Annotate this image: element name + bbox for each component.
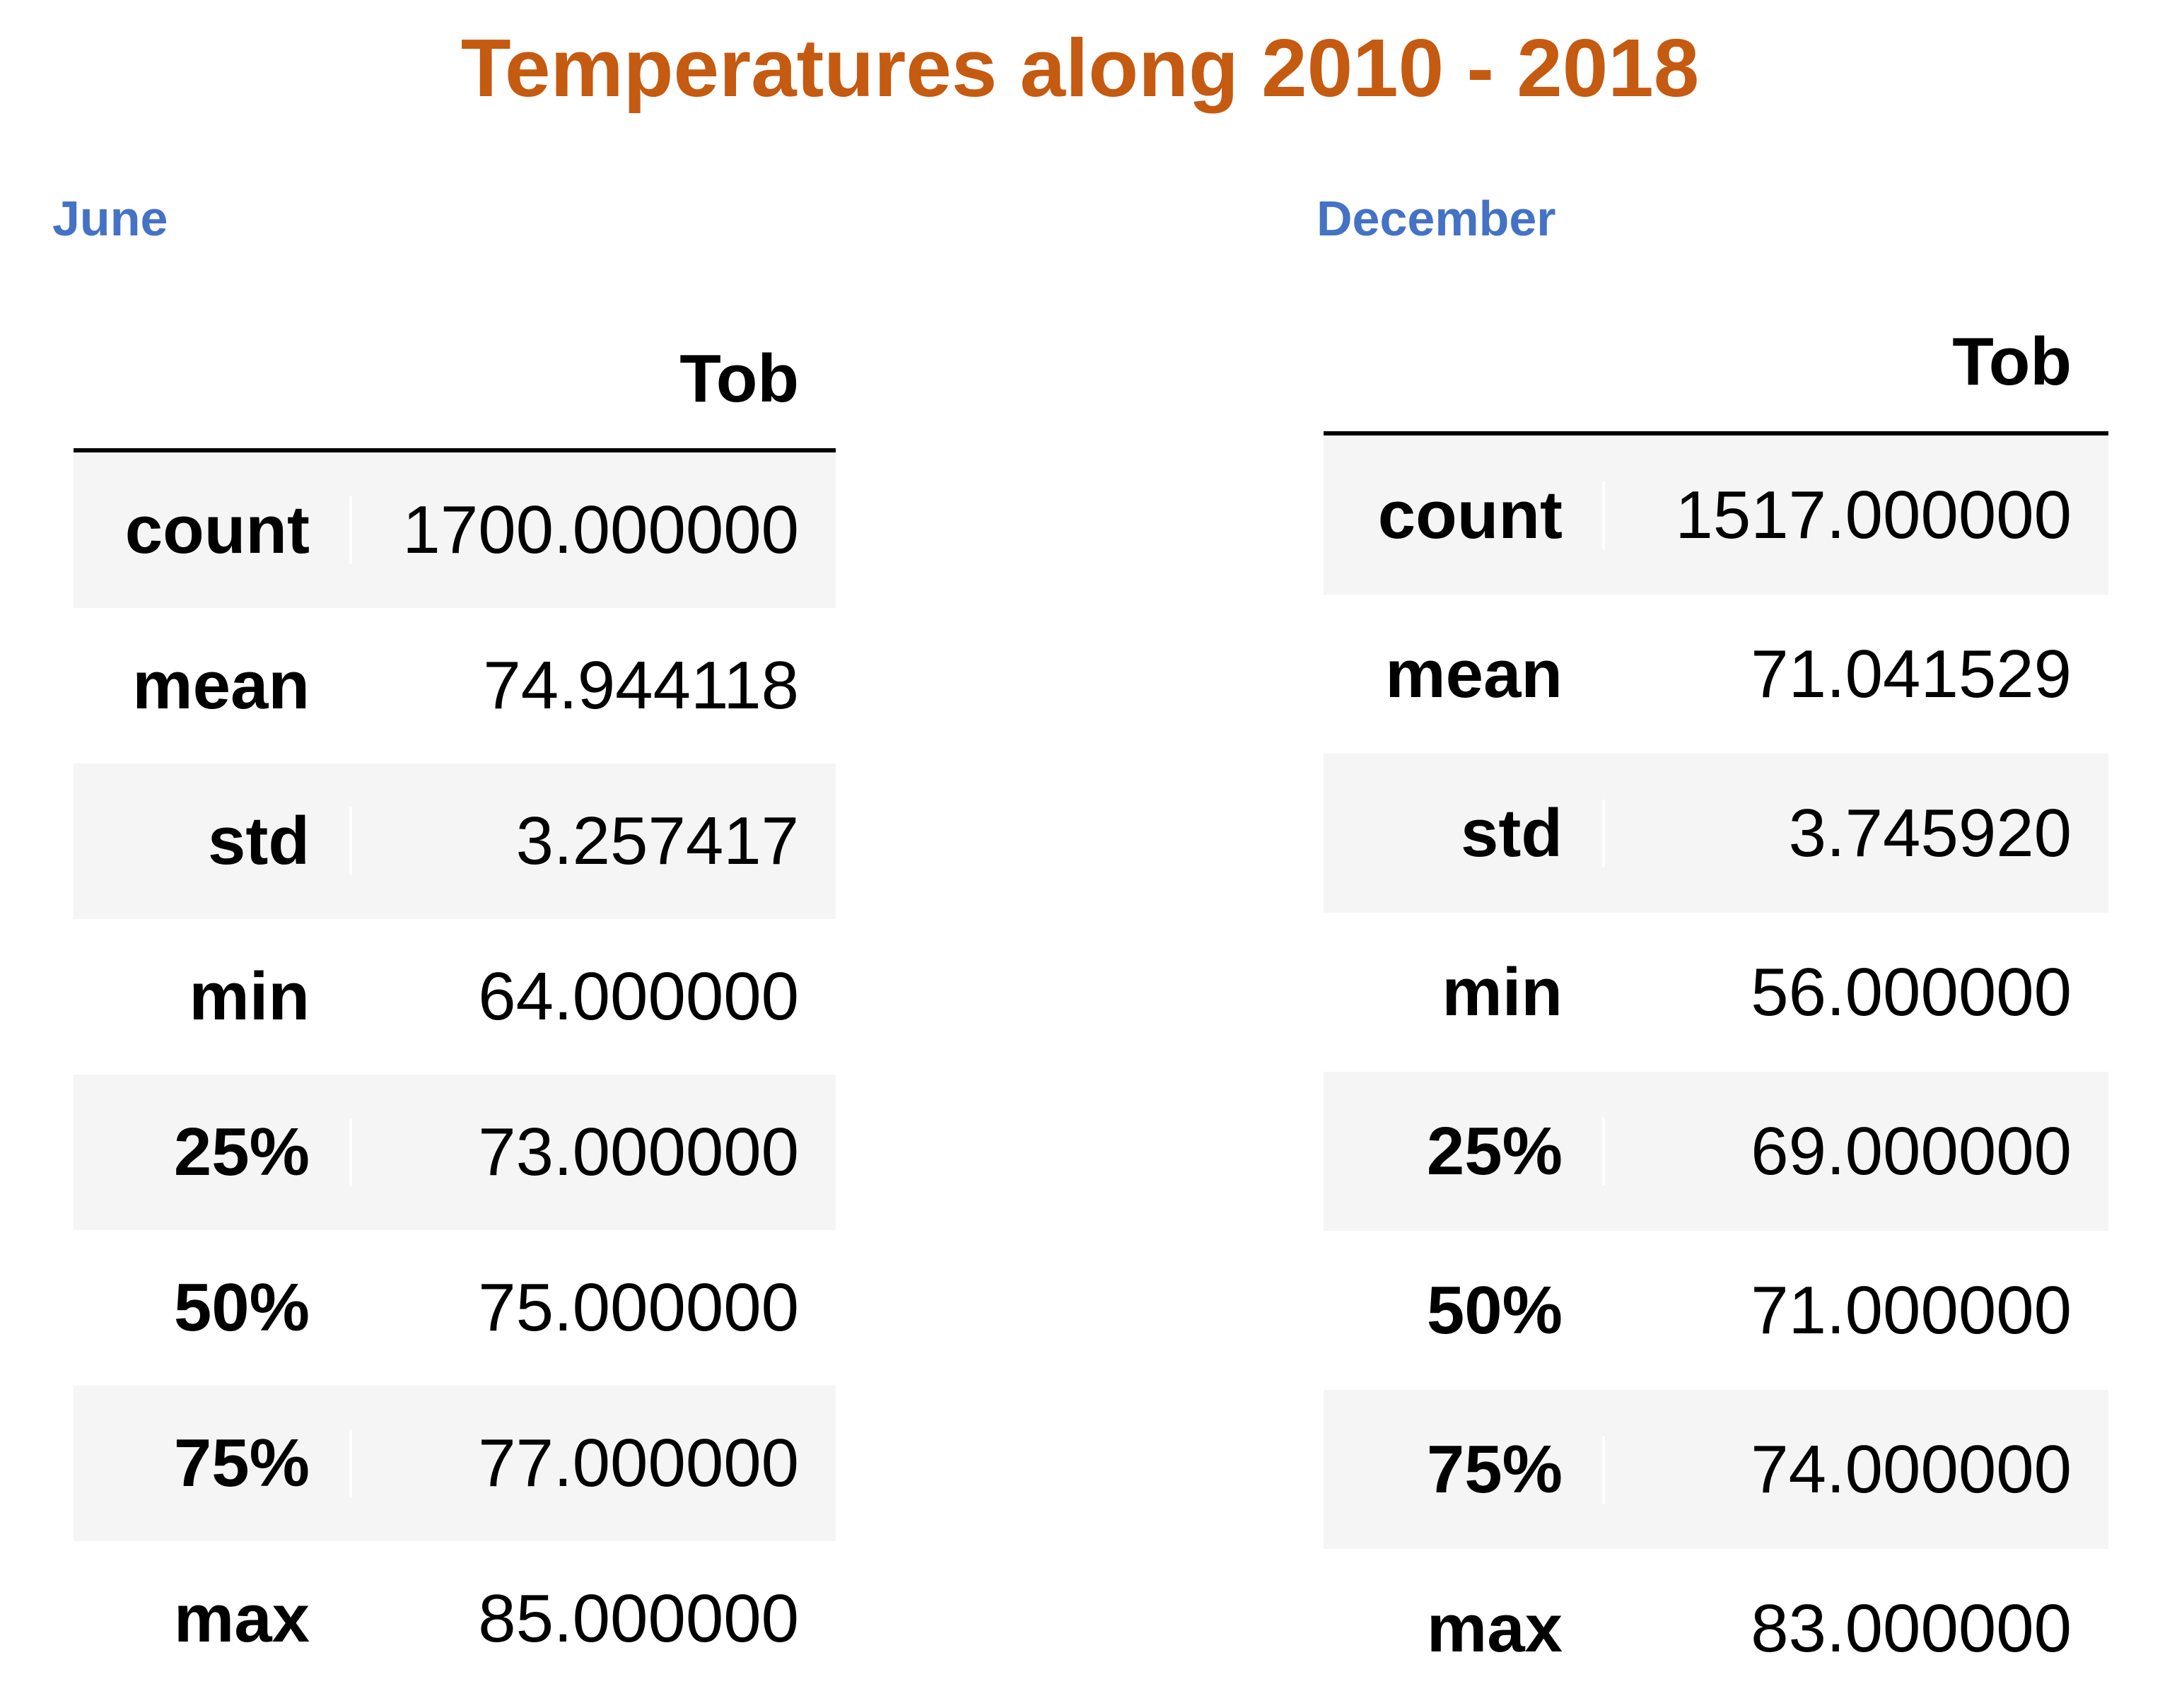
- row-label: std: [1461, 795, 1563, 871]
- row-label: mean: [1385, 636, 1563, 712]
- row-label: mean: [132, 648, 310, 723]
- june-label: June: [52, 191, 168, 246]
- row-label: 75%: [173, 1425, 310, 1501]
- table-row: 25% 73.000000: [74, 1075, 836, 1230]
- row-value: 69.000000: [1602, 1117, 2108, 1186]
- table-row: std 3.745920: [1324, 754, 2108, 913]
- row-value: 64.000000: [478, 959, 799, 1034]
- row-label: std: [208, 803, 310, 879]
- table-row: max 83.000000: [1324, 1549, 2108, 1708]
- table-row: max 85.000000: [74, 1541, 836, 1697]
- table-row: 75% 74.000000: [1324, 1390, 2108, 1549]
- row-label: 50%: [1426, 1272, 1563, 1348]
- row-label: count: [1377, 476, 1563, 553]
- row-label: count: [124, 492, 310, 568]
- row-value: 1517.000000: [1602, 481, 2108, 549]
- june-column-header: Tob: [679, 341, 799, 416]
- december-column-header: Tob: [1952, 324, 2072, 399]
- row-value: 3.257417: [349, 807, 836, 875]
- table-row: std 3.257417: [74, 764, 836, 919]
- row-label: min: [189, 959, 310, 1034]
- row-value: 77.000000: [349, 1429, 836, 1497]
- table-row: 75% 77.000000: [74, 1386, 836, 1541]
- row-label: 25%: [173, 1114, 310, 1190]
- row-label: max: [173, 1581, 310, 1656]
- december-label: December: [1317, 191, 1556, 246]
- row-label: 25%: [1426, 1113, 1563, 1189]
- row-label: max: [1426, 1590, 1563, 1666]
- table-row: mean 71.041529: [1324, 595, 2108, 754]
- row-value: 74.944118: [483, 648, 799, 723]
- row-value: 85.000000: [478, 1581, 799, 1656]
- june-table-header: Tob: [74, 297, 836, 452]
- row-value: 71.041529: [1751, 636, 2072, 712]
- table-row: min 64.000000: [74, 919, 836, 1075]
- row-value: 56.000000: [1751, 954, 2072, 1030]
- row-value: 75.000000: [478, 1270, 799, 1345]
- table-row: count 1700.000000: [74, 452, 836, 608]
- row-label: 75%: [1426, 1431, 1563, 1507]
- table-row: mean 74.944118: [74, 608, 836, 764]
- table-row: count 1517.000000: [1324, 435, 2108, 595]
- row-value: 83.000000: [1751, 1590, 2072, 1666]
- table-row: 25% 69.000000: [1324, 1072, 2108, 1231]
- page-title: Temperatures along 2010 - 2018: [460, 22, 1700, 114]
- row-value: 1700.000000: [349, 496, 836, 564]
- row-label: min: [1442, 954, 1563, 1030]
- row-value: 71.000000: [1751, 1272, 2072, 1348]
- row-label: 50%: [173, 1270, 310, 1345]
- table-row: 50% 75.000000: [74, 1230, 836, 1386]
- june-table: Tob count 1700.000000 mean 74.944118 std…: [74, 297, 836, 1697]
- row-value: 3.745920: [1602, 799, 2108, 867]
- december-table: Tob count 1517.000000 mean 71.041529 std…: [1324, 276, 2108, 1708]
- table-row: 50% 71.000000: [1324, 1231, 2108, 1390]
- row-value: 74.000000: [1602, 1435, 2108, 1504]
- table-row: min 56.000000: [1324, 913, 2108, 1072]
- december-table-header: Tob: [1324, 276, 2108, 435]
- row-value: 73.000000: [349, 1118, 836, 1186]
